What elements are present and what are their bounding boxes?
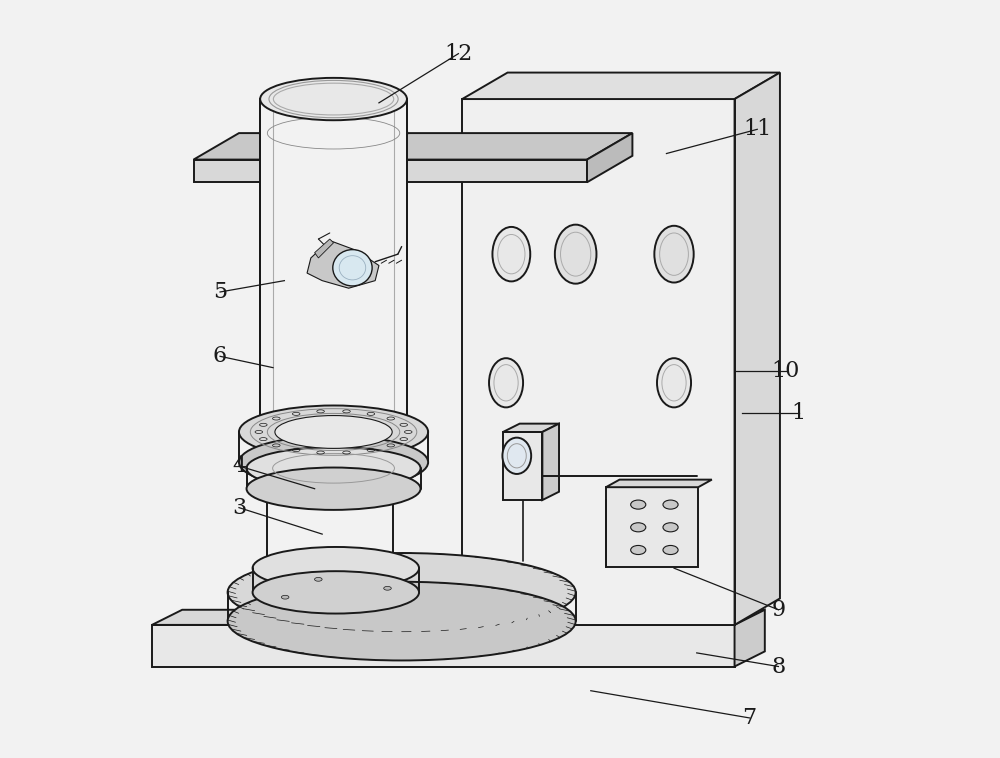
- Text: 12: 12: [444, 42, 473, 64]
- Ellipse shape: [502, 437, 531, 474]
- Ellipse shape: [663, 500, 678, 509]
- Ellipse shape: [492, 227, 530, 281]
- Ellipse shape: [555, 224, 596, 283]
- Polygon shape: [194, 160, 587, 182]
- Ellipse shape: [260, 418, 407, 461]
- Polygon shape: [260, 99, 407, 440]
- Ellipse shape: [657, 359, 691, 407]
- Polygon shape: [542, 424, 559, 500]
- Ellipse shape: [247, 468, 421, 510]
- Ellipse shape: [267, 471, 393, 507]
- Text: 9: 9: [771, 599, 785, 621]
- Polygon shape: [503, 424, 559, 432]
- Ellipse shape: [663, 546, 678, 555]
- Text: 4: 4: [232, 455, 246, 477]
- Polygon shape: [462, 99, 735, 625]
- Ellipse shape: [663, 523, 678, 532]
- Ellipse shape: [260, 78, 407, 121]
- Polygon shape: [194, 133, 632, 160]
- Text: 7: 7: [743, 707, 757, 729]
- Ellipse shape: [333, 249, 372, 286]
- Polygon shape: [315, 239, 334, 258]
- Ellipse shape: [239, 436, 428, 489]
- Polygon shape: [735, 73, 780, 625]
- Text: 3: 3: [232, 496, 246, 518]
- Ellipse shape: [267, 550, 393, 586]
- Text: 11: 11: [743, 118, 771, 140]
- Ellipse shape: [253, 547, 419, 589]
- Ellipse shape: [228, 582, 576, 660]
- Polygon shape: [503, 432, 542, 500]
- Polygon shape: [307, 240, 379, 288]
- Text: 1: 1: [792, 402, 806, 424]
- Text: 6: 6: [213, 346, 227, 368]
- Polygon shape: [735, 609, 765, 666]
- Ellipse shape: [315, 578, 322, 581]
- Polygon shape: [152, 625, 735, 666]
- Text: 8: 8: [771, 656, 786, 678]
- Text: 5: 5: [213, 281, 227, 303]
- Polygon shape: [606, 487, 698, 567]
- Ellipse shape: [253, 572, 419, 613]
- Ellipse shape: [384, 587, 391, 590]
- Ellipse shape: [489, 359, 523, 407]
- Ellipse shape: [228, 553, 576, 631]
- Ellipse shape: [631, 523, 646, 532]
- Polygon shape: [606, 480, 712, 487]
- Text: 10: 10: [772, 361, 800, 383]
- Ellipse shape: [260, 114, 407, 152]
- Ellipse shape: [281, 595, 289, 599]
- Polygon shape: [587, 133, 632, 182]
- Polygon shape: [462, 73, 780, 99]
- Ellipse shape: [631, 500, 646, 509]
- Ellipse shape: [631, 546, 646, 555]
- Polygon shape: [152, 609, 765, 625]
- Ellipse shape: [275, 415, 392, 449]
- Ellipse shape: [239, 406, 428, 459]
- Ellipse shape: [247, 447, 421, 490]
- Ellipse shape: [654, 226, 694, 283]
